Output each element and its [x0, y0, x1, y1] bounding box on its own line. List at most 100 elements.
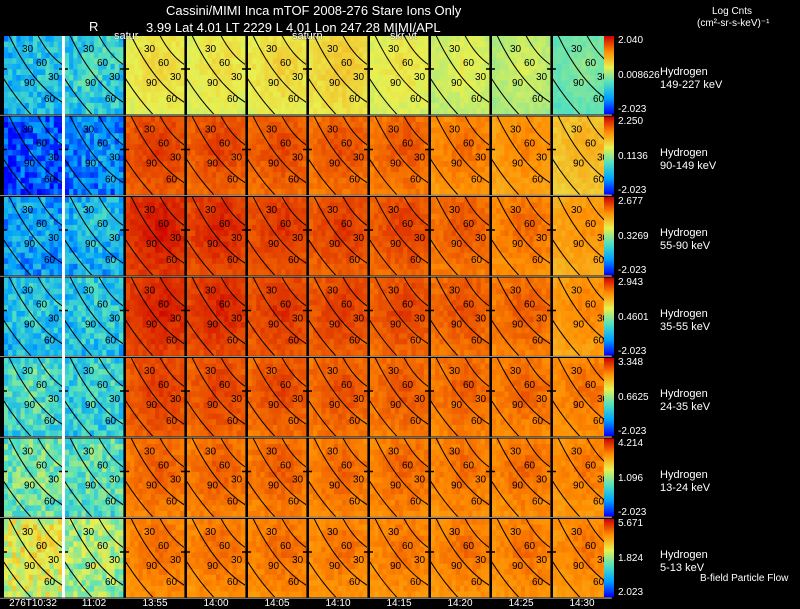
contour-label: 30: [170, 475, 182, 486]
time-tick-label: 276T10:32: [9, 598, 57, 609]
contour-label: 30: [449, 366, 461, 377]
contour-label: 60: [471, 175, 483, 186]
contour-label: 90: [390, 159, 402, 170]
contour-label: 90: [573, 481, 585, 492]
contour-label: 90: [268, 159, 280, 170]
contour-label: 60: [402, 461, 414, 472]
contour-label: 60: [585, 219, 597, 230]
contour-label: 90: [573, 400, 585, 411]
contour-label: 60: [44, 497, 56, 508]
contour-label: 60: [524, 139, 536, 150]
contour-label: 30: [205, 447, 217, 458]
colorbar-mid: 0.6625: [618, 392, 649, 403]
contour-label: 30: [414, 233, 426, 244]
colorbar-mid: 0.4601: [618, 311, 649, 323]
contour-lines: [126, 197, 184, 275]
contour-label: 30: [414, 153, 426, 164]
contour-label: 30: [144, 366, 156, 377]
colorbar: [604, 358, 614, 436]
contour-label: 30: [597, 314, 609, 325]
contour-label: 90: [573, 561, 585, 572]
contour-label: 90: [512, 239, 524, 250]
contour-label: 90: [573, 320, 585, 331]
contour-label: 30: [170, 555, 182, 566]
contour-label: 90: [451, 239, 463, 250]
contour-label: 60: [227, 336, 239, 347]
contour-label: 60: [227, 175, 239, 186]
contour-label: 60: [410, 497, 422, 508]
contour-label: 30: [597, 555, 609, 566]
contour-label: 30: [475, 314, 487, 325]
contour-label: 60: [97, 58, 109, 69]
contour-label: 90: [268, 78, 280, 89]
contour-label: 60: [44, 577, 56, 588]
contour-label: 30: [292, 72, 304, 83]
row-species-label: Hydrogen: [660, 388, 708, 400]
contour-label: 30: [231, 153, 243, 164]
contour-label: 60: [158, 219, 170, 230]
contour-label: 30: [144, 527, 156, 538]
contour-label: 60: [410, 416, 422, 427]
contour-label: 60: [44, 336, 56, 347]
contour-label: 60: [593, 336, 605, 347]
contour-label: 30: [597, 233, 609, 244]
contour-label: 60: [532, 255, 544, 266]
contour-label: 60: [105, 255, 117, 266]
contour-label: 30: [510, 286, 522, 297]
contour-label: 60: [219, 58, 231, 69]
contour-label: 60: [402, 300, 414, 311]
contour-label: 90: [85, 239, 97, 250]
contour-label: 90: [329, 481, 341, 492]
contour-lines: [4, 116, 62, 195]
colorbar: [604, 116, 614, 195]
contour-label: 60: [219, 541, 231, 552]
contour-label: 60: [288, 175, 300, 186]
contour-lines: [431, 197, 489, 275]
contour-label: 90: [268, 481, 280, 492]
contour-lines: [370, 519, 428, 597]
contour-label: 30: [144, 125, 156, 136]
contour-label: 30: [22, 286, 34, 297]
contour-label: 30: [571, 286, 583, 297]
contour-label: 90: [24, 481, 36, 492]
units-title: Log Cnts: [712, 6, 753, 17]
contour-lines: [126, 116, 184, 195]
contour-label: 60: [532, 497, 544, 508]
time-tick-label: 13:55: [142, 598, 168, 609]
contour-label: 60: [158, 58, 170, 69]
contour-label: 60: [97, 300, 109, 311]
contour-label: 30: [353, 314, 365, 325]
time-tick-label: 11:02: [81, 598, 107, 609]
contour-label: 90: [207, 561, 219, 572]
contour-label: 60: [105, 175, 117, 186]
colorbar-max: 2.677: [618, 196, 644, 207]
contour-label: 60: [219, 300, 231, 311]
contour-lines: [126, 358, 184, 436]
contour-lines: [309, 197, 367, 275]
row-energy-label: 13-24 keV: [660, 481, 711, 494]
contour-label: 30: [266, 44, 278, 55]
contour-label: 90: [85, 159, 97, 170]
contour-label: 30: [597, 475, 609, 486]
contour-label: 90: [207, 481, 219, 492]
contour-label: 60: [349, 94, 361, 105]
contour-label: 30: [144, 286, 156, 297]
contour-label: 60: [341, 541, 353, 552]
contour-label: 60: [471, 416, 483, 427]
contour-lines: [65, 197, 123, 275]
contour-label: 60: [280, 461, 292, 472]
contour-lines: [4, 438, 62, 517]
contour-label: 60: [593, 497, 605, 508]
plot-subtitle: 3.99 Lat 4.01 LT 2229 L 4.01 Lon 247.28 …: [146, 20, 441, 35]
